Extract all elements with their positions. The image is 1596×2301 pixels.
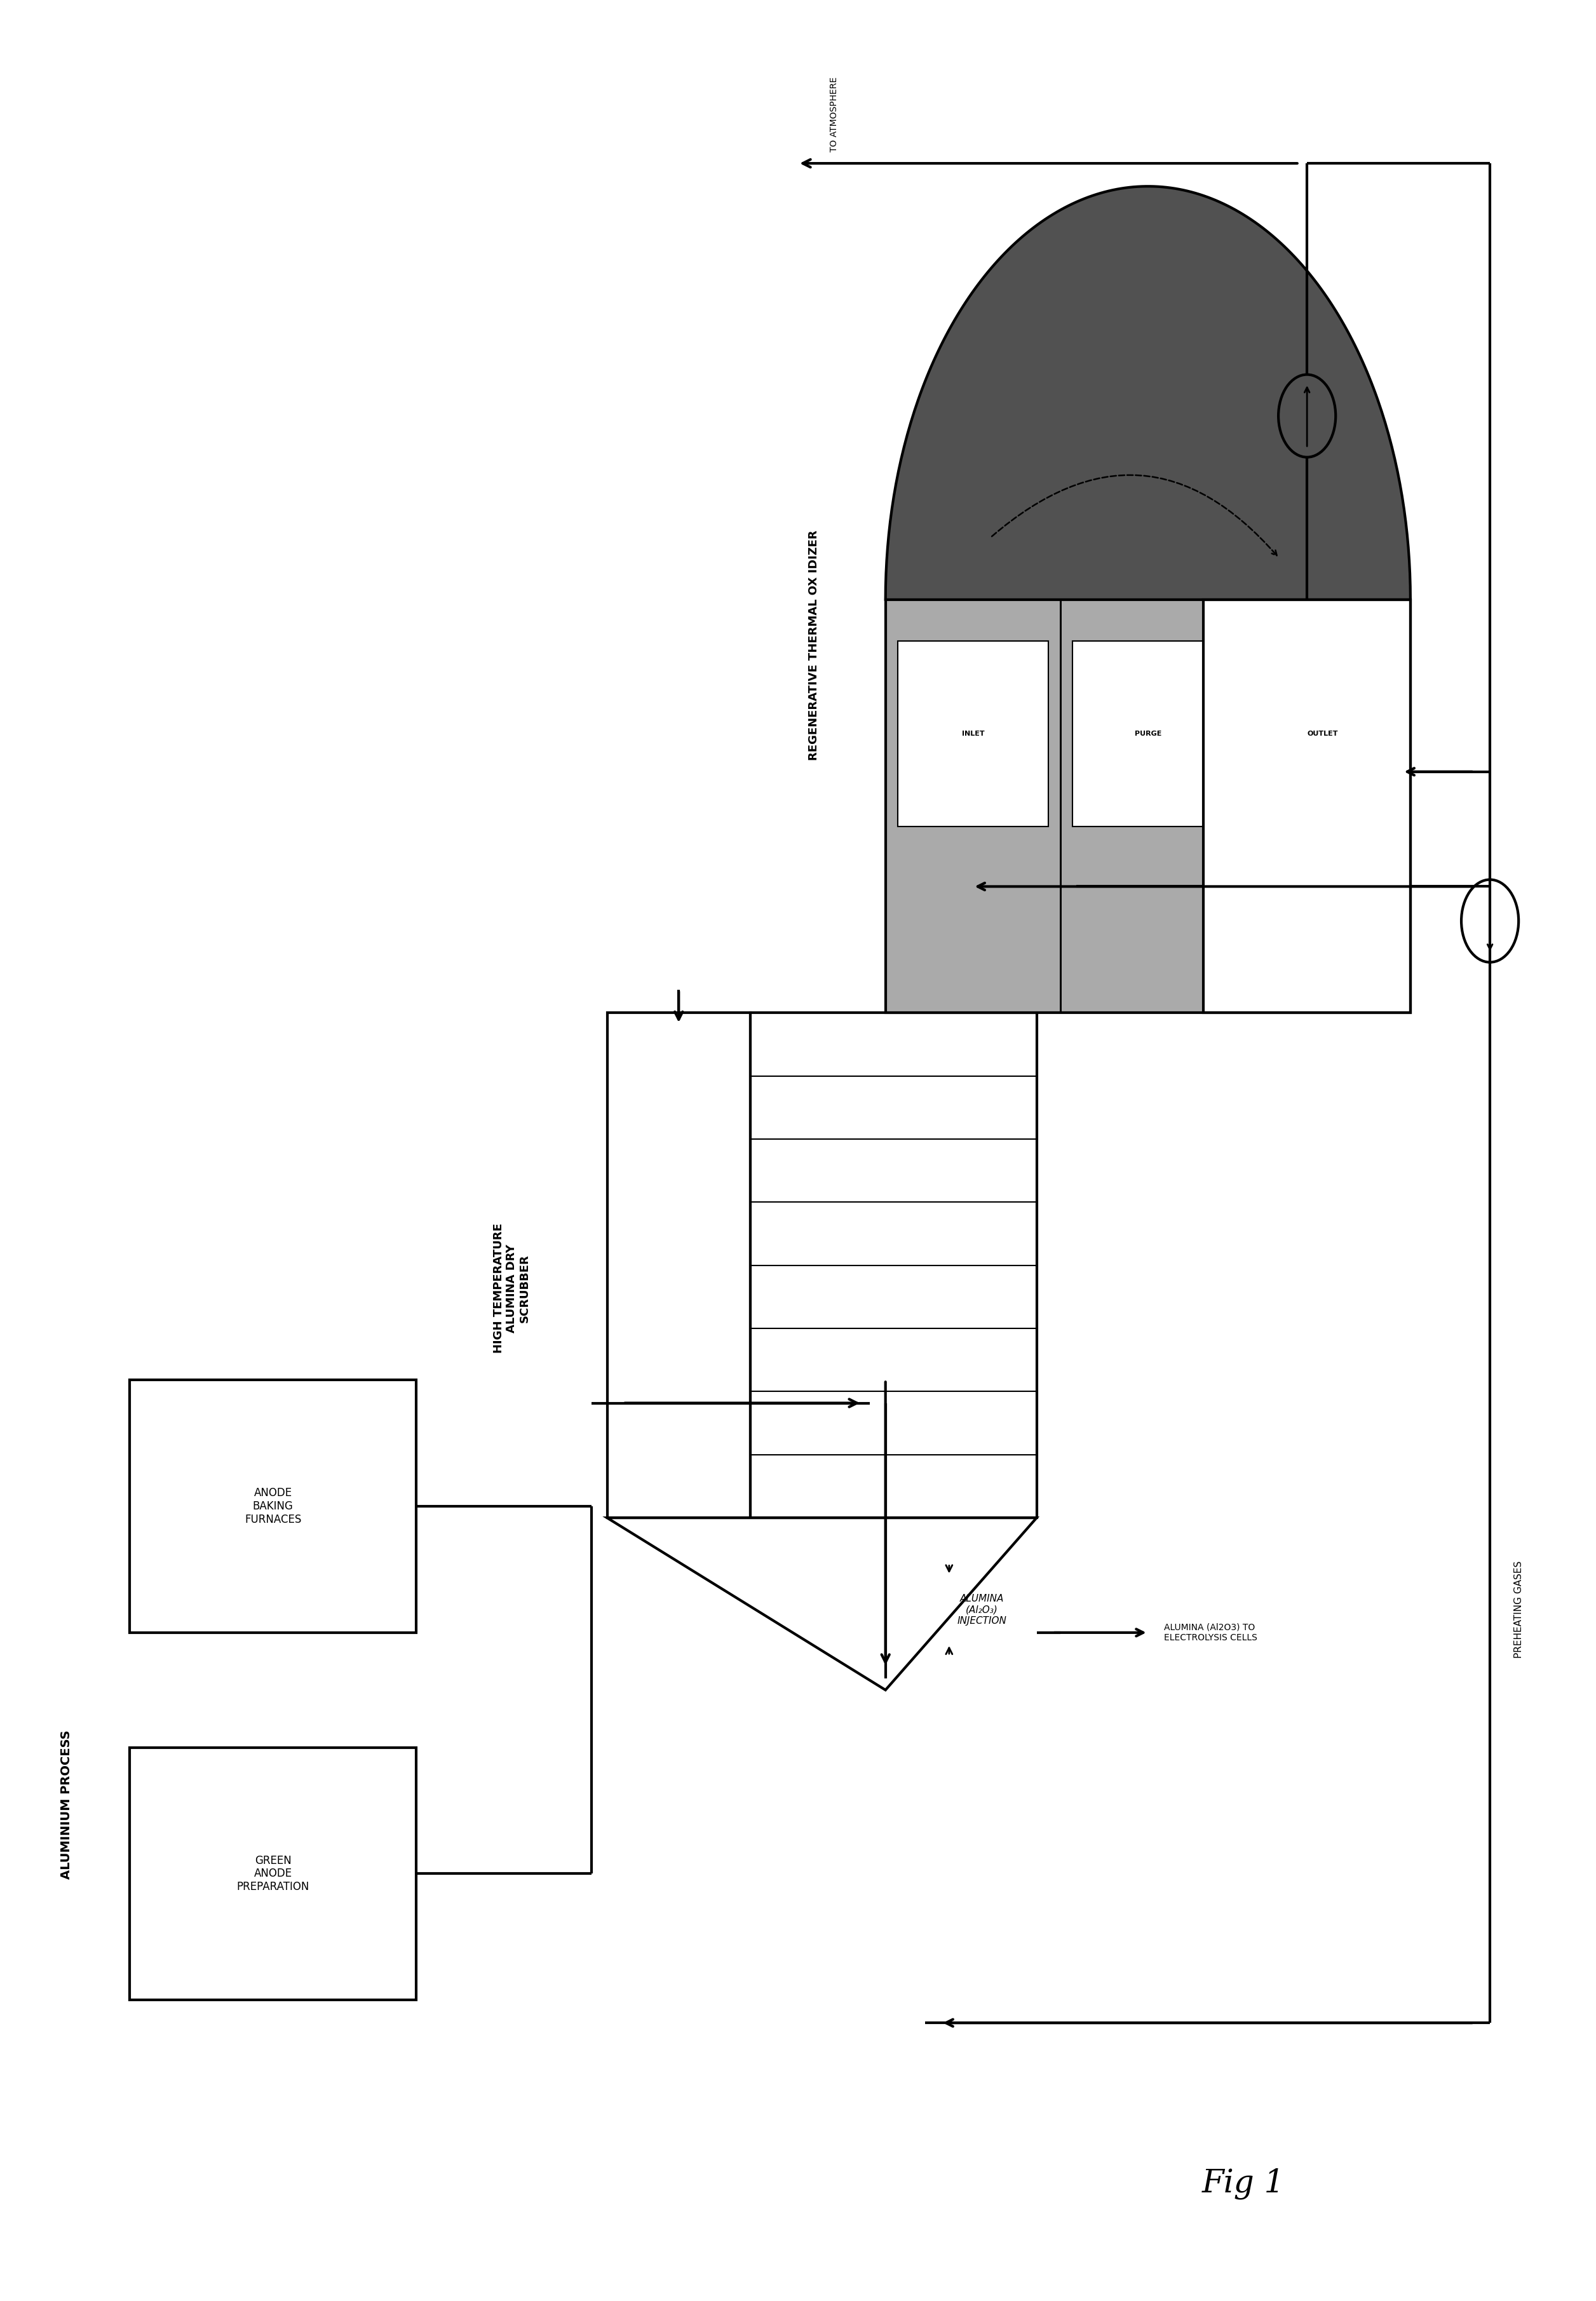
Text: ALUMINIUM PROCESS: ALUMINIUM PROCESS [61, 1730, 72, 1880]
Bar [1060, 601, 1235, 1012]
Bar [897, 642, 1049, 826]
Text: GREEN
ANODE
PREPARATION: GREEN ANODE PREPARATION [236, 1855, 310, 1894]
Polygon shape [606, 1519, 1037, 1689]
Bar [750, 1012, 1037, 1519]
Text: PREHEATING GASES: PREHEATING GASES [1515, 1560, 1523, 1659]
Text: HIGH TEMPERATURE
ALUMINA DRY
SCRUBBER: HIGH TEMPERATURE ALUMINA DRY SCRUBBER [493, 1224, 530, 1353]
Text: REGENERATIVE THERMAL OX IDIZER: REGENERATIVE THERMAL OX IDIZER [808, 529, 820, 762]
Polygon shape [886, 186, 1411, 601]
Text: ALUMINA (Al2O3) TO
ELECTROLYSIS CELLS: ALUMINA (Al2O3) TO ELECTROLYSIS CELLS [1163, 1622, 1258, 1643]
Bar [1073, 642, 1223, 826]
Text: INLET: INLET [962, 732, 985, 736]
Bar [1203, 601, 1411, 1012]
Text: Fig 1: Fig 1 [1202, 2168, 1285, 2200]
Text: TO ATMOSPHERE: TO ATMOSPHERE [830, 76, 839, 152]
Text: OUTLET: OUTLET [1307, 732, 1339, 736]
Text: ALUMINA
(Al₂O₃)
INJECTION: ALUMINA (Al₂O₃) INJECTION [958, 1595, 1007, 1625]
Text: ANODE
BAKING
FURNACES: ANODE BAKING FURNACES [244, 1486, 302, 1526]
Bar [1248, 642, 1398, 826]
Bar [606, 1012, 750, 1519]
Bar [129, 1746, 417, 2000]
Text: PURGE: PURGE [1135, 732, 1162, 736]
Bar [886, 601, 1411, 1012]
Bar [886, 601, 1060, 1012]
Bar [1235, 601, 1411, 1012]
Bar [129, 1381, 417, 1634]
